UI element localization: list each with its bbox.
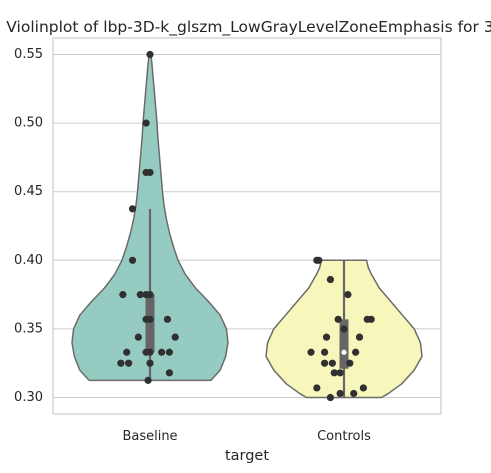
strip-point	[119, 291, 127, 299]
violins	[71, 50, 423, 402]
strip-point	[359, 384, 367, 392]
y-tick-labels: 0.30 0.35 0.40 0.45 0.50 0.55	[14, 47, 43, 405]
y-tick-label: 0.50	[14, 116, 43, 131]
strip-point	[367, 315, 375, 323]
strip-point	[146, 50, 154, 59]
x-tick-label: Baseline	[122, 429, 177, 444]
strip-point	[307, 348, 315, 356]
strip-point	[313, 384, 321, 392]
plot-frame	[52, 37, 442, 415]
strip-point	[146, 315, 154, 323]
strip-point	[326, 275, 335, 284]
strip-point	[165, 348, 173, 356]
strip-point	[344, 291, 352, 299]
strip-point	[136, 291, 144, 299]
strip-point	[340, 325, 348, 333]
strip-point	[128, 256, 137, 264]
strip-point	[146, 359, 154, 367]
strip-point	[163, 315, 172, 323]
strip-point	[346, 359, 354, 367]
chart-title: Violinplot of lbp-3D-k_glszm_LowGrayLeve…	[6, 18, 491, 37]
strip-point	[321, 348, 329, 356]
strip-point	[144, 376, 152, 384]
strip-point	[350, 389, 358, 398]
violin-median-marker	[341, 349, 347, 355]
strip-point	[146, 168, 154, 177]
strip-point	[326, 393, 335, 402]
strip-point	[321, 359, 329, 367]
strip-point	[125, 359, 133, 367]
violin-iqr-box	[339, 319, 349, 369]
y-tick-label: 0.55	[14, 47, 43, 62]
strip-point	[328, 359, 336, 367]
strip-point	[146, 291, 154, 299]
x-tick-label: Controls	[317, 429, 371, 444]
strip-point	[171, 333, 179, 341]
y-tick-label: 0.35	[14, 321, 43, 336]
strip-point	[330, 369, 338, 377]
y-tick-label: 0.40	[14, 253, 43, 268]
y-tick-label: 0.30	[14, 390, 43, 405]
strip-point	[315, 256, 323, 264]
strip-point	[322, 333, 331, 341]
strip-point	[128, 205, 137, 213]
strip-point	[352, 348, 360, 356]
strip-point	[158, 348, 166, 356]
strip-point	[142, 119, 150, 127]
strip-point	[336, 369, 344, 377]
strip-point	[146, 348, 154, 356]
strip-point	[117, 359, 125, 367]
y-tick-label: 0.45	[14, 184, 43, 199]
strip-point	[165, 369, 173, 377]
strip-point	[334, 315, 342, 323]
strip-point	[134, 333, 142, 341]
strip-point	[123, 348, 131, 356]
x-tick-labels: Baseline Controls	[122, 429, 371, 444]
strip-point	[336, 389, 344, 398]
violin-iqr-box	[145, 294, 155, 353]
strip-point	[355, 333, 364, 341]
x-axis-label: target	[225, 448, 269, 464]
